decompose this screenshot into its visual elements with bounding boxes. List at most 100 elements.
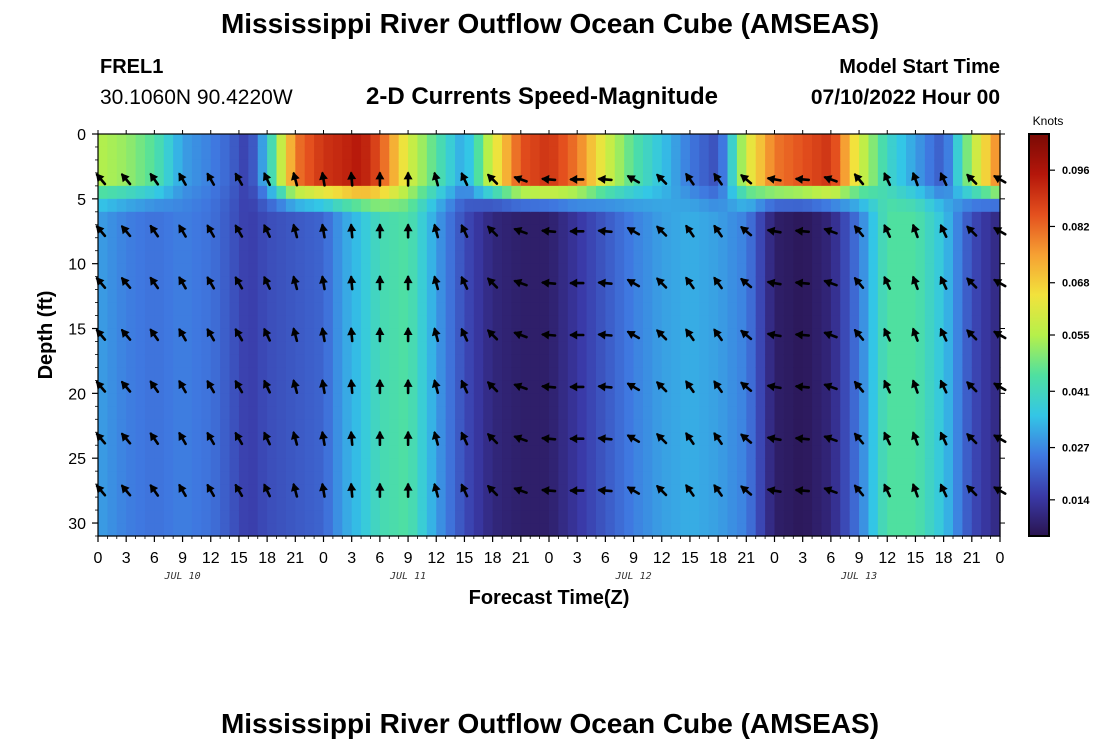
heatmap-cell [971,146,982,161]
heatmap-cell [924,497,935,511]
current-arrow [403,171,413,187]
heatmap-cell [210,380,221,394]
heatmap-cell [201,484,212,498]
heatmap-cell [201,458,212,472]
heatmap-cell [191,406,202,420]
heatmap-cell [342,510,353,524]
heatmap-cell [830,341,841,356]
heatmap-cell [661,354,672,369]
heatmap-cell [436,328,447,343]
heatmap-cell [220,263,231,278]
heatmap-cell [652,510,663,524]
heatmap-cell [163,224,174,239]
heatmap-cell [107,263,118,278]
heatmap-cell [680,380,691,394]
heatmap-cell [314,134,325,148]
heatmap-cell [332,172,343,187]
heatmap-cell [943,458,954,472]
heatmap-cell [840,211,851,226]
current-arrow [319,327,328,343]
heatmap-cell [859,380,870,394]
heatmap-cell [163,237,174,252]
heatmap-cell [812,367,823,381]
heatmap-cell [990,432,1001,446]
heatmap-cell [934,471,945,485]
heatmap-cell [924,354,935,369]
heatmap-cell [520,432,531,446]
current-arrow [541,486,557,496]
current-arrow [347,327,357,343]
heatmap-cell [689,146,700,161]
heatmap-cell [464,185,475,200]
heatmap-cell [229,380,240,394]
heatmap-cell [220,419,231,433]
heatmap-cells [98,134,1001,537]
current-arrow [823,382,838,392]
heatmap-cell [370,263,381,278]
heatmap-cell [323,263,334,278]
heatmap-cell [285,134,296,148]
heatmap-cell [708,523,719,537]
heatmap-cell [455,458,466,472]
heatmap-cell [304,341,315,356]
heatmap-cell [163,523,174,537]
heatmap-cell [595,510,606,524]
heatmap-cell [116,341,127,356]
heatmap-cell [267,159,278,174]
heatmap-cell [708,393,719,407]
heatmap-cell [210,367,221,381]
heatmap-cell [191,172,202,187]
heatmap-cell [426,134,437,148]
heatmap-cell [238,289,249,304]
heatmap-cell [605,289,616,304]
heatmap-cell [163,250,174,265]
heatmap-cell [276,380,287,394]
heatmap-cell [98,185,108,200]
heatmap-cell [464,198,475,213]
heatmap-cell [361,523,372,537]
heatmap-cell [755,510,766,524]
heatmap-cell [116,497,127,511]
heatmap-cell [257,250,268,265]
heatmap-cell [229,458,240,472]
heatmap-cell [464,289,475,304]
heatmap-cell [445,484,456,498]
heatmap-cell [417,432,428,446]
heatmap-cell [915,471,926,485]
heatmap-cell [379,250,390,265]
heatmap-cell [859,224,870,239]
heatmap-cell [370,134,381,148]
heatmap-cell [426,263,437,278]
heatmap-cell [567,458,578,472]
heatmap-cell [595,198,606,213]
current-arrow [569,486,585,496]
heatmap-cell [915,393,926,407]
heatmap-cell [755,289,766,304]
heatmap-cell [285,315,296,330]
heatmap-cell [849,315,860,330]
heatmap-cell [971,523,982,537]
heatmap-cell [98,263,108,278]
heatmap-cell [361,315,372,330]
heatmap-cell [144,354,155,369]
heatmap-cell [652,341,663,356]
heatmap-cell [389,237,400,252]
heatmap-cell [605,315,616,330]
heatmap-cell [962,380,973,394]
heatmap-cell [840,406,851,420]
heatmap-cell [455,380,466,394]
current-arrow [347,275,357,291]
heatmap-cell [210,276,221,291]
heatmap-cell [342,458,353,472]
heatmap-cell [971,367,982,381]
heatmap-cell [943,172,954,187]
heatmap-cell [483,341,494,356]
heatmap-cell [116,328,127,343]
current-arrow [319,379,328,395]
heatmap-cell [342,315,353,330]
heatmap-cell [586,250,597,265]
heatmap-cell [126,354,137,369]
heatmap-cell [398,250,409,265]
heatmap-cell [436,146,447,161]
heatmap-cell [896,159,907,174]
